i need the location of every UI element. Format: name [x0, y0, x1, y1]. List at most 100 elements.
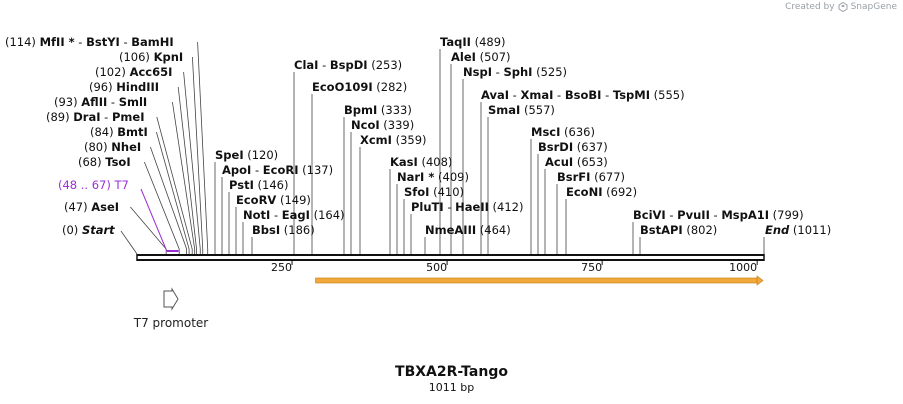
orf-arrow-head[interactable] [756, 275, 764, 286]
site-position: (555) [650, 88, 685, 102]
enzyme-name: NspI [463, 65, 492, 79]
enzyme-name: HaeII [455, 200, 489, 214]
enzyme-separator: - [444, 200, 455, 214]
enzyme-name: NotI [243, 208, 270, 222]
enzyme-name: NarI * [397, 170, 434, 184]
site-lines [120, 41, 765, 255]
enzyme-separator: - [318, 58, 329, 72]
site-label: MscI (636) [531, 125, 595, 139]
site-position: (692) [602, 185, 637, 199]
site-label: BsrFI (677) [557, 170, 625, 184]
enzyme-name: BsrFI [557, 170, 590, 184]
site-label: XcmI (359) [360, 133, 427, 147]
site-label: (102) Acc65I [95, 65, 172, 79]
scale-tick-label: 750 [581, 261, 602, 274]
end-position: (1011) [789, 223, 831, 237]
site-position: (359) [392, 133, 427, 147]
site-position: (96) [89, 80, 116, 94]
t7-primer-label: (48 .. 67) T7 [58, 178, 129, 192]
site-connector [150, 146, 188, 255]
site-position: (102) [95, 65, 130, 79]
credit-brand: SnapGene [850, 2, 897, 12]
site-position: (146) [254, 178, 289, 192]
enzyme-name: BciVI [633, 208, 666, 222]
site-label: BciVI - PvuII - MspA1I (799) [633, 208, 804, 222]
snapgene-credit: Created by SnapGene [785, 2, 897, 12]
enzyme-name: TsoI [105, 155, 130, 169]
site-position: (636) [560, 125, 595, 139]
site-position: (339) [380, 118, 415, 132]
site-label: (80) NheI [84, 140, 141, 154]
enzyme-name: PluTI [411, 200, 444, 214]
site-label: (84) BmtI [90, 125, 148, 139]
enzyme-name: BmtI [117, 125, 148, 139]
enzyme-name: PstI [229, 178, 254, 192]
site-position: (120) [244, 148, 279, 162]
enzyme-name: KasI [390, 155, 418, 169]
enzyme-name: MspA1I [721, 208, 769, 222]
site-connector [192, 56, 204, 255]
site-connector [177, 86, 197, 255]
t7-promoter-label: T7 promoter [133, 316, 209, 330]
enzyme-name: XcmI [360, 133, 392, 147]
site-position: (186) [280, 223, 315, 237]
site-label: BstAPI (802) [640, 223, 717, 237]
enzyme-name: NheI [111, 140, 141, 154]
enzyme-name: Acc65I [130, 65, 173, 79]
site-connector [156, 131, 190, 255]
site-label: (106) KpnI [119, 50, 183, 64]
enzyme-name: EcoO109I [312, 80, 373, 94]
site-position: (149) [276, 193, 311, 207]
enzyme-name: NmeAIII [425, 223, 476, 237]
site-position: (408) [418, 155, 453, 169]
enzyme-separator: - [251, 163, 262, 177]
enzyme-name: DraI [73, 110, 100, 124]
site-label: NarI * (409) [397, 170, 469, 184]
enzyme-name: SmlI [119, 95, 148, 109]
enzyme-name: BstAPI [640, 223, 683, 237]
site-label: PstI (146) [229, 178, 288, 192]
enzyme-name: AseI [91, 200, 119, 214]
site-label: TaqII (489) [440, 35, 506, 49]
start-connector [120, 230, 138, 255]
enzyme-separator: - [492, 65, 503, 79]
enzyme-name: BstYI [86, 35, 120, 49]
enzyme-name: BamHI [131, 35, 173, 49]
site-label: EcoNI (692) [566, 185, 637, 199]
site-position: (253) [368, 58, 403, 72]
enzyme-name: EagI [282, 208, 310, 222]
site-label: NmeAIII (464) [425, 223, 511, 237]
site-position: (84) [90, 125, 117, 139]
site-position: (802) [683, 223, 718, 237]
enzyme-name: BpmI [344, 103, 377, 117]
start-name: Start [82, 223, 115, 237]
site-position: (80) [84, 140, 111, 154]
enzyme-separator: - [107, 95, 118, 109]
site-position: (653) [573, 155, 608, 169]
enzyme-name: AflII [81, 95, 107, 109]
enzyme-name: EcoNI [566, 185, 602, 199]
enzyme-separator: - [666, 208, 677, 222]
site-position: (464) [476, 223, 511, 237]
enzyme-name: AcuI [545, 155, 573, 169]
site-label: SmaI (557) [488, 103, 555, 117]
enzyme-name: BspDI [330, 58, 368, 72]
enzyme-name: SphI [503, 65, 532, 79]
enzyme-name: NcoI [351, 118, 380, 132]
enzyme-name: BsrDI [538, 140, 573, 154]
enzyme-name: SfoI [404, 185, 429, 199]
enzyme-name: PvuII [677, 208, 710, 222]
site-label: SpeI (120) [215, 148, 278, 162]
enzyme-separator: - [601, 88, 612, 102]
scale-tick-label: 250 [271, 261, 292, 274]
map-length: 1011 bp [428, 381, 475, 394]
t7-promoter-arrow-icon[interactable] [163, 287, 179, 311]
enzyme-name: SpeI [215, 148, 244, 162]
start-position: (0) [62, 223, 82, 237]
enzyme-name: HindIII [116, 80, 159, 94]
enzyme-name: ApoI [222, 163, 251, 177]
site-label: BbsI (186) [252, 223, 315, 237]
site-label: NotI - EagI (164) [243, 208, 345, 222]
site-connector [183, 71, 201, 255]
orf-arrow-body[interactable] [315, 277, 758, 284]
